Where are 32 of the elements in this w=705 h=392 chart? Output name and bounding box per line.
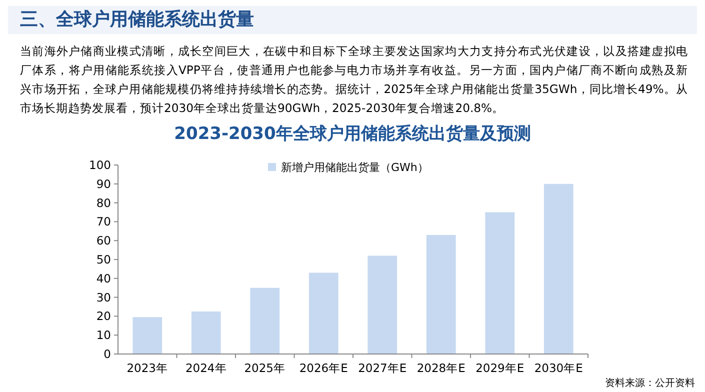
y-tick-label: 80 <box>96 196 111 210</box>
chart-subtitle: 当前海外户储商业模式清晰，成长空间巨大，在碳中和目标下全球主要发达国家均大力支持分布式光伏建设，以及搭建虚拟电厂体系，将户用储能系统接入VPP平台，使普通用户也能参与电力市场并享有收益。另一方面，国内户储厂商不断向成熟及新兴市场开拓，全球户用储能规模仍将维持持续增长的态势。据统计，2025年全球户用储能出货量35GWh，同比增长49%。从市场长期趋势发展看，预计2030年全球出货量达90GWh，2025-2030年复合增速20.8%。 <box>20 43 688 117</box>
bar <box>191 311 221 354</box>
bar <box>250 288 280 354</box>
bar <box>485 212 515 354</box>
y-tick-label: 0 <box>104 347 111 362</box>
x-tick-label: 2030年E <box>534 361 583 375</box>
y-tick-label: 10 <box>96 328 111 342</box>
y-tick-label: 40 <box>96 271 111 286</box>
y-tick-label: 20 <box>96 309 111 324</box>
y-tick-label: 90 <box>96 176 111 191</box>
x-tick-label: 2029年E <box>476 361 524 375</box>
text: 三、全球户用储能系统出货量 <box>20 8 254 32</box>
y-tick-label: 100 <box>89 158 111 172</box>
x-tick-label: 2028年E <box>416 361 466 375</box>
bar <box>426 234 456 354</box>
bar <box>544 184 574 354</box>
x-tick-label: 2026年E <box>299 361 348 375</box>
x-tick-label: 2023年 <box>126 361 168 375</box>
x-tick-label: 2024年 <box>185 361 227 375</box>
chart-title: 2023-2030年全球户用储能系统出货量及预测 <box>174 124 531 144</box>
y-tick-label: 30 <box>96 290 111 304</box>
x-tick-label: 2025年 <box>244 361 286 375</box>
text: 资料来源：公开资料 <box>605 377 695 389</box>
legend-label: 新增户用储能出货量（GWh） <box>281 160 428 174</box>
y-tick-label: 50 <box>96 252 111 267</box>
x-tick-label: 2027年E <box>358 361 407 375</box>
y-tick-label: 60 <box>96 234 111 248</box>
bar <box>368 256 398 354</box>
bar <box>308 272 338 354</box>
bar <box>132 317 162 354</box>
y-tick-label: 70 <box>96 214 111 229</box>
